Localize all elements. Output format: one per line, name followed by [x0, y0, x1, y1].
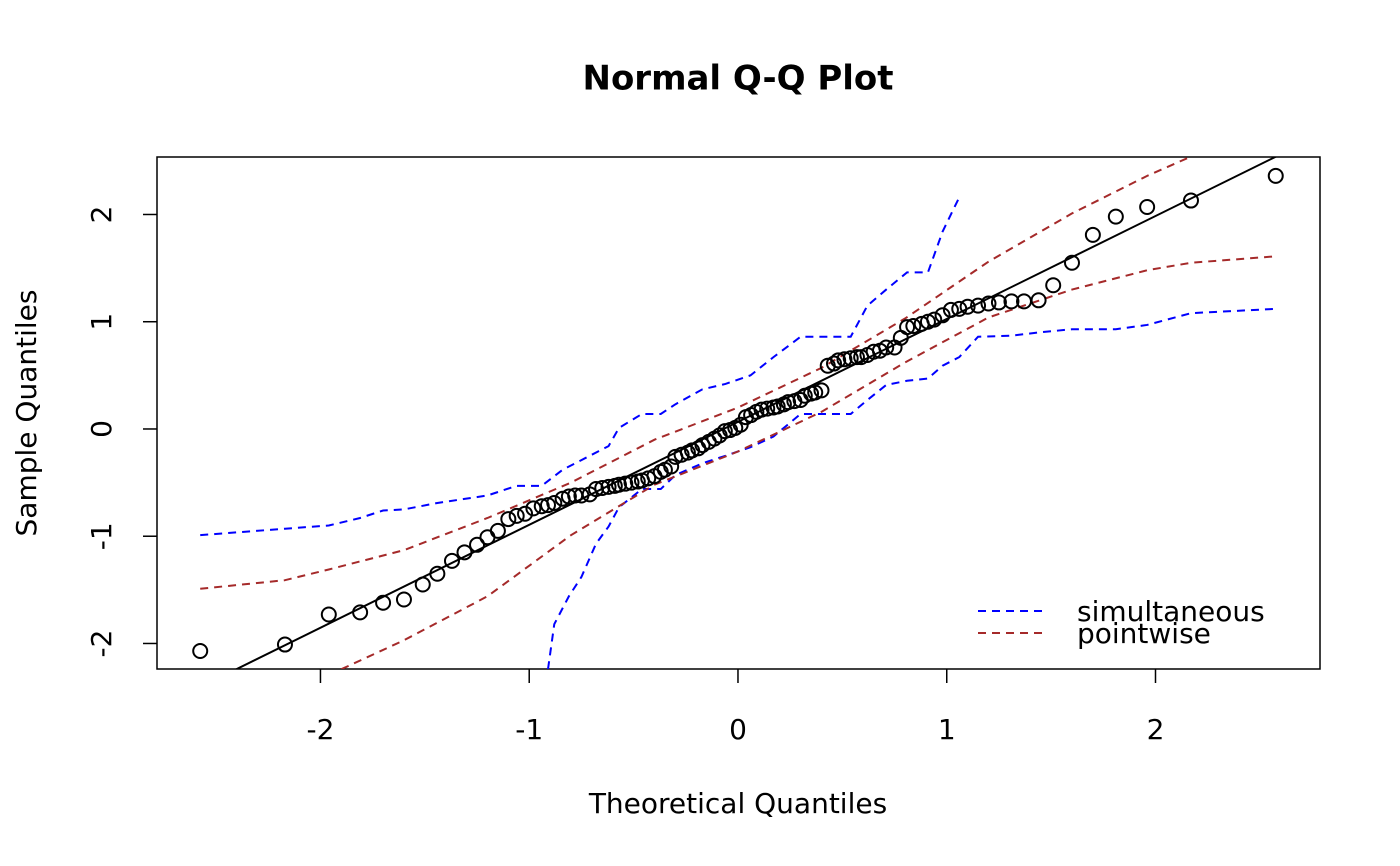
- point: [1182, 192, 1199, 209]
- point: [617, 475, 634, 492]
- point: [1084, 226, 1101, 243]
- point: [813, 382, 830, 399]
- point: [546, 494, 563, 511]
- y-tick-label: -2: [85, 630, 118, 658]
- legend-label: simultaneous: [1077, 595, 1265, 628]
- band-lower: [340, 255, 1276, 669]
- point: [1107, 208, 1124, 225]
- x-axis-label: Theoretical Quantiles: [588, 787, 887, 820]
- y-tick-label: 2: [85, 206, 118, 224]
- legend-label: pointwise: [1077, 617, 1211, 650]
- point: [842, 350, 859, 367]
- point: [1003, 293, 1020, 310]
- point: [959, 298, 976, 315]
- x-tick-label: -1: [515, 713, 543, 746]
- point: [663, 458, 680, 475]
- point: [926, 311, 943, 328]
- point: [192, 642, 209, 659]
- point: [443, 552, 460, 569]
- point: [1045, 277, 1062, 294]
- point: [429, 565, 446, 582]
- point: [899, 319, 916, 336]
- point: [610, 476, 627, 493]
- point: [780, 394, 797, 411]
- point: [375, 594, 392, 611]
- x-tick-label: -2: [306, 713, 334, 746]
- plot-area: [192, 157, 1284, 669]
- point: [1030, 292, 1047, 309]
- point: [623, 474, 640, 491]
- band-upper: [200, 196, 961, 537]
- point: [525, 500, 542, 517]
- y-tick-label: 1: [85, 313, 118, 331]
- band-upper: [200, 157, 1192, 590]
- band-lower: [547, 307, 1276, 669]
- point: [951, 300, 968, 317]
- y-tick-label: -1: [85, 522, 118, 550]
- x-tick-label: 0: [729, 713, 747, 746]
- x-tick-label: 2: [1147, 713, 1165, 746]
- point: [573, 487, 590, 504]
- point: [517, 505, 534, 522]
- point: [878, 339, 895, 356]
- point: [489, 522, 506, 539]
- point: [456, 544, 473, 561]
- point: [1139, 198, 1156, 215]
- point: [1063, 254, 1080, 271]
- point: [352, 604, 369, 621]
- y-tick-label: 0: [85, 420, 118, 438]
- point: [934, 307, 951, 324]
- x-tick-label: 1: [938, 713, 956, 746]
- point: [1267, 167, 1284, 184]
- point: [905, 318, 922, 335]
- point: [990, 294, 1007, 311]
- point: [600, 478, 617, 495]
- y-axis-label: Sample Quantiles: [10, 290, 43, 537]
- point: [848, 349, 865, 366]
- point: [500, 511, 517, 528]
- point: [826, 355, 843, 372]
- point: [479, 529, 496, 546]
- point: [970, 297, 987, 314]
- point: [414, 576, 431, 593]
- point: [836, 351, 853, 368]
- point: [759, 400, 776, 417]
- point: [588, 481, 605, 498]
- point: [980, 295, 997, 312]
- point: [320, 606, 337, 623]
- point: [753, 401, 770, 418]
- point: [508, 507, 525, 524]
- plot-frame: [156, 156, 1321, 670]
- point: [276, 636, 293, 653]
- point: [942, 301, 959, 318]
- point: [560, 488, 577, 505]
- chart-title: Normal Q-Q Plot: [582, 59, 893, 99]
- point: [395, 591, 412, 608]
- point: [594, 479, 611, 496]
- point: [469, 536, 486, 553]
- point: [830, 352, 847, 369]
